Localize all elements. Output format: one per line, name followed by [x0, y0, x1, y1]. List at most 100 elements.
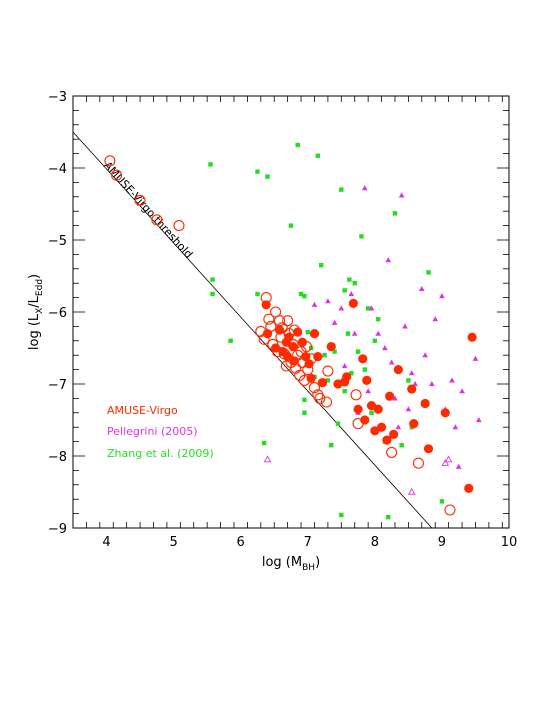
pellegrini-point [402, 323, 408, 329]
amuse-point [289, 356, 299, 366]
legend-entry-amuse-virgo: AMUSE-Virgo [107, 404, 178, 417]
zhang-point [322, 353, 327, 358]
pellegrini-point [368, 305, 375, 311]
zhang-point [208, 162, 213, 167]
amuse-point-open [322, 365, 334, 377]
tick-labels: 4 5 6 7 8 9 10 −9 −8 −7 −6 −5 −4 −3 [48, 90, 517, 550]
pellegrini-point [338, 305, 345, 311]
amuse-point [313, 352, 323, 362]
amuse-point-open [350, 389, 362, 401]
y-tick-label: −9 [48, 522, 67, 537]
pellegrini-point [449, 377, 455, 383]
pellegrini-point [388, 359, 395, 365]
zhang-point [302, 410, 307, 415]
zhang-point [325, 378, 331, 383]
amuse-point [382, 435, 392, 445]
amuse-point-open [151, 214, 163, 226]
pellegrini-point [375, 330, 382, 336]
pellegrini-point [392, 395, 398, 401]
amuse-point [389, 429, 399, 439]
amuse-point [376, 422, 387, 432]
pellegrini-point [429, 381, 435, 387]
pellegrini-point [311, 301, 318, 307]
zhang-point [352, 281, 357, 286]
y-tick-label: −7 [48, 378, 67, 393]
pellegrini-point [459, 388, 465, 394]
y-tick-label: −8 [48, 450, 67, 465]
zhang-point [392, 211, 398, 216]
zhang-point [302, 397, 307, 403]
pellegrini-point [455, 463, 462, 469]
axis-ticks [72, 95, 509, 529]
amuse-point-open [282, 315, 294, 327]
zhang-point [339, 187, 344, 192]
zhang-point [355, 349, 361, 354]
zhang-point [318, 263, 324, 268]
amuse-point [348, 298, 358, 308]
pellegrini-point [472, 355, 479, 361]
pellegrini-point [382, 345, 388, 351]
pellegrini-point [395, 424, 402, 430]
zhang-point [345, 331, 351, 336]
threshold-line [72, 131, 433, 529]
amuse-point [362, 375, 372, 385]
amuse-point [301, 352, 311, 362]
amuse-point [306, 373, 316, 383]
amuse-point [293, 327, 303, 337]
pellegrini-point [418, 285, 425, 292]
pellegrini-point [422, 352, 429, 358]
x-tick-label: 5 [169, 535, 177, 550]
zhang-point [302, 293, 307, 299]
zhang-point [347, 277, 352, 282]
amuse-point [385, 391, 395, 401]
pellegrini-point [452, 424, 459, 430]
zhang-point [376, 317, 381, 322]
y-axis-title: log (LX/LEdd) [27, 274, 45, 350]
amuse-point [304, 359, 314, 369]
amuse-point [409, 419, 419, 429]
amuse-point [283, 352, 293, 362]
y-tick-label: −5 [48, 234, 67, 249]
pellegrini-point-open [444, 455, 453, 463]
x-axis-title: log (MBH) [262, 555, 320, 573]
pellegrini-point-open [407, 487, 416, 495]
zhang-point [342, 389, 347, 394]
zhang-point [399, 443, 404, 448]
zhang-point [295, 142, 300, 148]
amuse-point [440, 408, 450, 418]
y-tick-label: −3 [48, 90, 67, 105]
amuse-point [420, 398, 430, 409]
zhang-point [349, 371, 354, 376]
zhang-point [359, 234, 364, 239]
x-tick-label: 4 [102, 535, 110, 550]
amuse-point-open [308, 382, 321, 394]
pellegrini-point [351, 330, 358, 336]
pellegrini-point [475, 417, 482, 423]
pellegrini-point-open [441, 459, 450, 466]
amuse-point [261, 300, 271, 310]
zhang-point [228, 338, 233, 343]
x-tick-label: 8 [371, 535, 379, 550]
zhang-point [261, 440, 267, 446]
amuse-point [360, 415, 370, 425]
amuse-point-open [386, 446, 398, 458]
pellegrini-point [432, 316, 439, 322]
pellegrini-point [385, 257, 392, 263]
zhang-point [332, 349, 337, 354]
zhang-point [342, 288, 347, 293]
amuse-point [393, 365, 403, 375]
amuse-point [284, 332, 294, 342]
pellegrini-point [325, 298, 331, 304]
legend-entry-zhang: Zhang et al. (2009) [107, 447, 214, 460]
amuse-point [464, 483, 474, 493]
amuse-point [407, 384, 417, 394]
amuse-point-open [412, 457, 424, 469]
zhang-point [255, 169, 260, 174]
amuse-point-open [104, 155, 116, 167]
zhang-point [369, 410, 374, 415]
zhang-point [365, 306, 371, 311]
amuse-point-open [173, 220, 185, 232]
y-tick-label: −4 [48, 162, 67, 177]
zhang-point [305, 329, 310, 335]
legend-entry-pellegrini: Pellegrini (2005) [107, 425, 198, 438]
